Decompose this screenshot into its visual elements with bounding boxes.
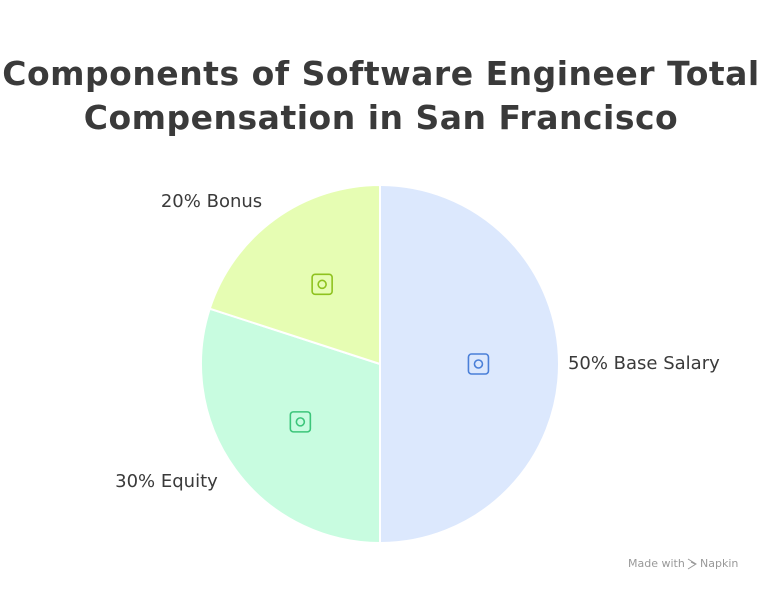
pie-slice (379, 183, 560, 545)
watermark-text: Made with (628, 557, 685, 570)
slice-icon (317, 279, 327, 290)
watermark-brand: Napkin (700, 557, 738, 570)
watermark-logo (687, 558, 697, 570)
slice-label: 50% Base Salary (568, 353, 720, 374)
pie-slice (208, 183, 381, 366)
slice-icon (289, 411, 312, 433)
slice-icon (473, 359, 484, 369)
slice-icon (311, 273, 333, 296)
chart-title: Components of Software Engineer Total Co… (2, 54, 760, 137)
slice-icon (295, 417, 306, 427)
slice-label: 30% Equity (115, 471, 218, 492)
slice-label: 20% Bonus (161, 191, 262, 212)
slice-icon (467, 353, 490, 375)
